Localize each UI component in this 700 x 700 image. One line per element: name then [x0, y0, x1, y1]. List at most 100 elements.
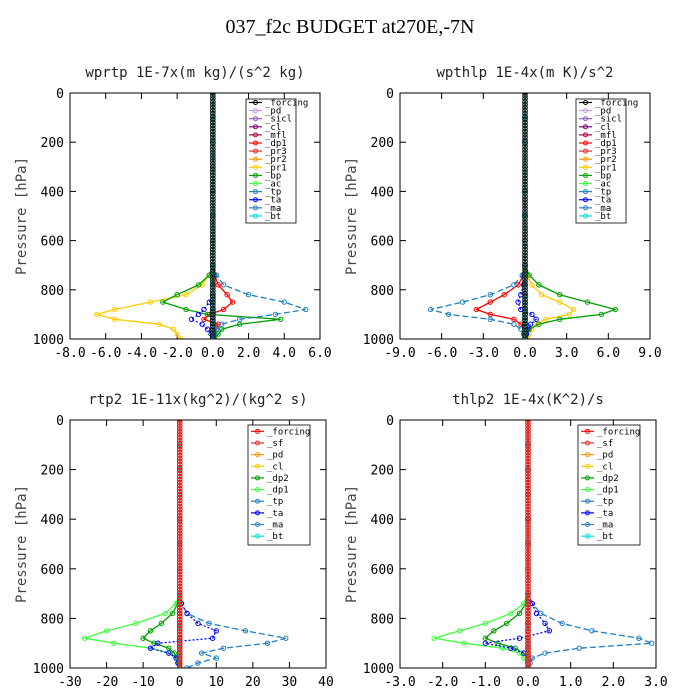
- zero-marker: [525, 652, 531, 658]
- plot-area: [81, 420, 289, 668]
- zero-marker: [525, 601, 531, 608]
- legend-marker: [585, 452, 590, 458]
- zero-marker: [210, 237, 216, 244]
- zero-marker: [210, 258, 216, 265]
- zero-marker: [176, 637, 183, 644]
- zero-marker: [210, 143, 216, 149]
- zero-marker: [525, 432, 531, 438]
- zero-marker: [525, 539, 531, 545]
- data-point: [482, 640, 489, 646]
- zero-marker: [525, 631, 531, 638]
- data-point: [220, 306, 227, 313]
- data-point: [538, 292, 545, 298]
- zero-marker: [522, 220, 528, 226]
- legend-entry: _bt: [265, 212, 281, 222]
- zero-marker: [210, 208, 216, 214]
- zero-marker: [176, 449, 183, 456]
- zero-marker: [210, 158, 216, 164]
- zero-marker: [210, 178, 216, 185]
- data-point: [557, 316, 563, 323]
- zero-marker: [525, 464, 531, 471]
- zero-marker: [176, 631, 183, 638]
- zero-marker: [525, 530, 531, 536]
- zero-marker: [522, 279, 528, 285]
- data-point: [566, 311, 573, 318]
- zero-marker: [525, 574, 531, 581]
- zero-marker: [522, 243, 528, 250]
- legend-marker: [583, 181, 588, 187]
- legend-marker: [255, 463, 260, 469]
- x-tick-label: 40: [318, 675, 334, 690]
- data-point: [570, 306, 577, 313]
- legend-entry: _dp1: [595, 139, 617, 149]
- legend-entry: _bp: [265, 171, 281, 181]
- zero-marker: [522, 178, 528, 185]
- zero-marker: [522, 113, 528, 120]
- y-tick-label: 800: [371, 284, 394, 299]
- zero-marker: [525, 664, 531, 668]
- zero-marker: [522, 246, 528, 253]
- zero-marker: [176, 551, 183, 557]
- y-tick-label: 600: [41, 235, 64, 250]
- legend-marker: [583, 140, 588, 146]
- x-tick-label: -10: [131, 675, 154, 690]
- zero-marker: [525, 568, 531, 575]
- zero-marker: [522, 240, 528, 247]
- legend-entry: _sicl: [595, 115, 622, 125]
- zero-marker: [176, 426, 183, 432]
- y-tick-label: 600: [371, 563, 394, 578]
- data-point: [242, 628, 249, 634]
- data-point: [264, 640, 271, 646]
- zero-marker: [176, 533, 183, 539]
- zero-marker: [176, 518, 183, 524]
- zero-marker: [176, 482, 183, 489]
- data-point: [111, 316, 118, 323]
- legend-marker: [255, 487, 260, 493]
- x-tick-label: -20: [95, 675, 118, 690]
- zero-marker: [522, 264, 528, 270]
- zero-marker: [525, 649, 531, 655]
- zero-marker: [210, 119, 216, 126]
- zero-marker: [522, 149, 528, 155]
- zero-marker: [522, 166, 528, 173]
- zero-marker: [525, 661, 531, 667]
- legend-entry: _ac: [595, 180, 611, 190]
- zero-marker: [525, 592, 531, 599]
- zero-marker: [522, 290, 528, 297]
- data-point: [533, 316, 539, 323]
- y-tick-label: 600: [371, 235, 394, 250]
- zero-marker: [176, 491, 183, 498]
- zero-marker: [522, 169, 528, 176]
- zero-marker: [176, 554, 183, 560]
- data-point: [215, 321, 221, 327]
- y-tick-label: 200: [371, 464, 394, 479]
- data-point: [542, 650, 548, 656]
- zero-marker: [525, 551, 531, 557]
- zero-marker: [176, 467, 183, 474]
- legend-marker: [253, 156, 258, 162]
- zero-marker: [176, 622, 183, 629]
- zero-marker: [525, 586, 531, 593]
- data-point: [529, 282, 535, 288]
- x-tick-label: 0.0: [201, 346, 224, 361]
- legend-entry: _mfl: [595, 131, 617, 141]
- zero-marker: [210, 190, 216, 197]
- zero-marker: [210, 220, 216, 226]
- legend-marker: [253, 148, 258, 154]
- legend-entry: _tp: [595, 188, 611, 198]
- zero-marker: [176, 646, 183, 652]
- zero-marker: [525, 580, 531, 587]
- page-title: 037_f2c BUDGET at270E,-7N: [225, 16, 475, 38]
- zero-marker: [176, 571, 183, 578]
- zero-marker: [176, 598, 183, 605]
- zero-marker: [176, 574, 183, 581]
- zero-marker: [525, 637, 531, 644]
- zero-marker: [176, 640, 183, 647]
- legend-entry: _ta: [597, 509, 613, 519]
- zero-marker: [525, 571, 531, 578]
- zero-marker: [176, 583, 183, 590]
- legend-entry: _pr2: [595, 155, 617, 165]
- data-point: [482, 620, 489, 627]
- zero-marker: [210, 146, 216, 152]
- zero-marker: [522, 181, 528, 188]
